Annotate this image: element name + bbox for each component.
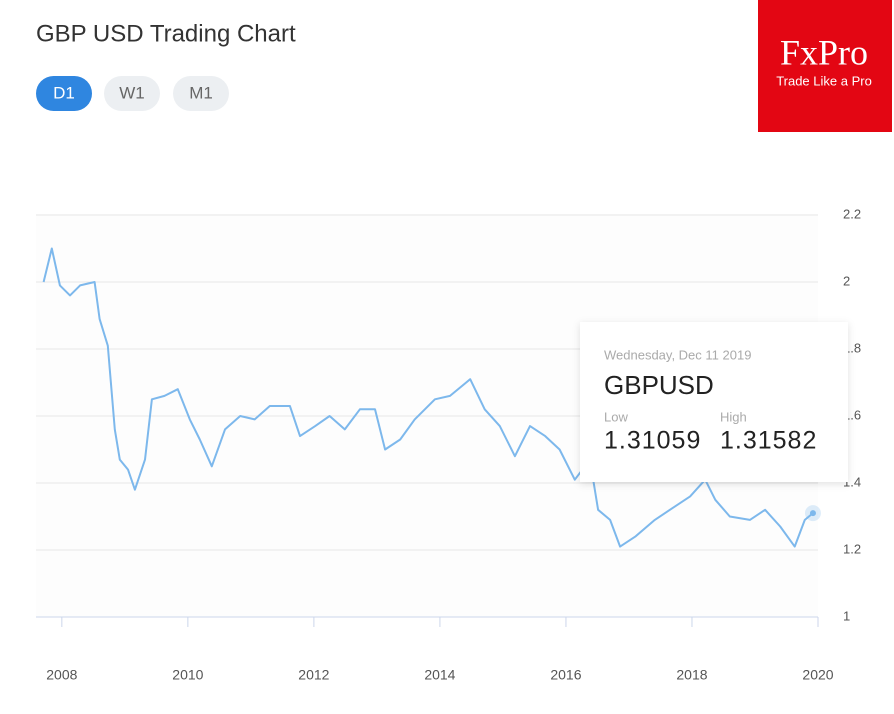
button-label[interactable]: M1 [189,83,213,102]
y-tick-label: 1 [843,608,850,623]
tooltip-high-label: High [720,409,747,424]
button-background[interactable] [36,76,92,111]
timeframe-button[interactable]: W1 [104,76,160,111]
button-background[interactable] [173,76,229,111]
tooltip: Wednesday, Dec 11 2019 GBPUSD Low High 1… [580,322,848,482]
x-tick-label: 2018 [676,667,707,683]
y-tick-label: 2.2 [843,206,861,221]
x-tick-label: 2016 [550,667,581,683]
x-tick-label: 2012 [298,667,329,683]
button-label[interactable]: W1 [119,83,145,102]
tooltip-high-value: 1.31582 [720,427,817,455]
x-tick-label: 2010 [172,667,203,683]
tooltip-low-value: 1.31059 [604,427,701,455]
tooltip-low-label: Low [604,409,628,424]
logo: FxPro Trade Like a Pro [758,0,892,132]
button-background[interactable] [104,76,160,111]
chart-title: GBP USD Trading Chart [36,20,296,47]
plot [42,247,821,548]
button-label[interactable]: D1 [53,83,75,102]
x-tick-label: 2008 [46,667,77,683]
x-tick-label: 2020 [802,667,833,683]
price-line [42,247,814,548]
hover-point [809,510,816,517]
timeframe-button[interactable]: D1 [36,76,92,111]
x-tick-label: 2014 [424,667,455,683]
y-tick-label: 2 [843,273,850,288]
tooltip-date: Wednesday, Dec 11 2019 [604,347,751,362]
tooltip-box [580,322,848,482]
logo-background [758,0,892,132]
timeframe-buttons: D1 W1 M1 [36,76,229,111]
timeframe-button[interactable]: M1 [173,76,229,111]
logo-name: FxPro [780,32,868,72]
y-tick-label: 1.2 [843,541,861,556]
tooltip-symbol: GBPUSD [604,370,714,400]
logo-tagline: Trade Like a Pro [776,73,872,88]
